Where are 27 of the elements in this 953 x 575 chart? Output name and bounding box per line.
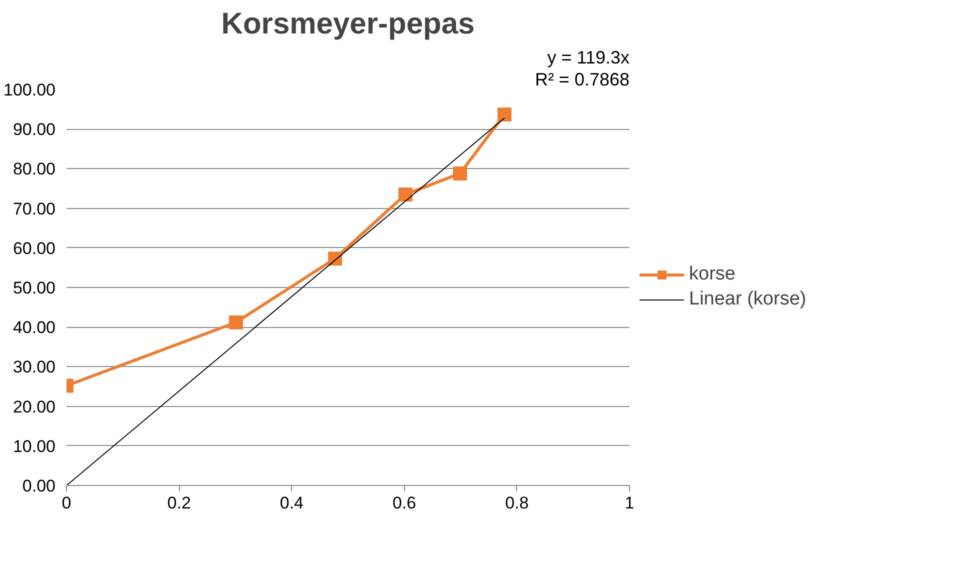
point	[498, 107, 512, 122]
text: R² = 0.7868	[534, 70, 630, 90]
y-tick-label: 0.00	[22, 476, 56, 496]
point	[398, 187, 412, 202]
point	[228, 315, 243, 330]
y-tick-label: 10.00	[12, 436, 56, 456]
legend-label: Linear (korse)	[689, 288, 806, 310]
point	[453, 166, 468, 180]
y-tick-label: 80.00	[12, 160, 56, 179]
x-tick-label: 0.4	[280, 494, 304, 512]
x-tick-label: 1	[624, 494, 634, 512]
y-tick-label: 20.00	[12, 397, 56, 416]
point	[328, 252, 342, 266]
y-tick-label: 90.00	[12, 120, 56, 140]
y-tick-label: 30.00	[12, 358, 56, 377]
y-tick-label: 40.00	[12, 318, 56, 338]
legend-label: korse	[689, 264, 736, 286]
y-tick-label: 70.00	[12, 199, 56, 218]
x-tick-label: 0.8	[505, 494, 529, 512]
chart-title: Korsmeyer-pepas	[221, 8, 475, 40]
x-tick-label: 0	[62, 494, 72, 512]
y-tick-label: 50.00	[12, 278, 56, 298]
x-tick-label: 0.2	[167, 494, 191, 512]
y-tick-label: 100.00	[4, 80, 56, 100]
y-tick-label: 60.00	[12, 238, 56, 258]
x-tick-label: 0.6	[392, 494, 416, 512]
text: y = 119.3x	[547, 48, 630, 68]
